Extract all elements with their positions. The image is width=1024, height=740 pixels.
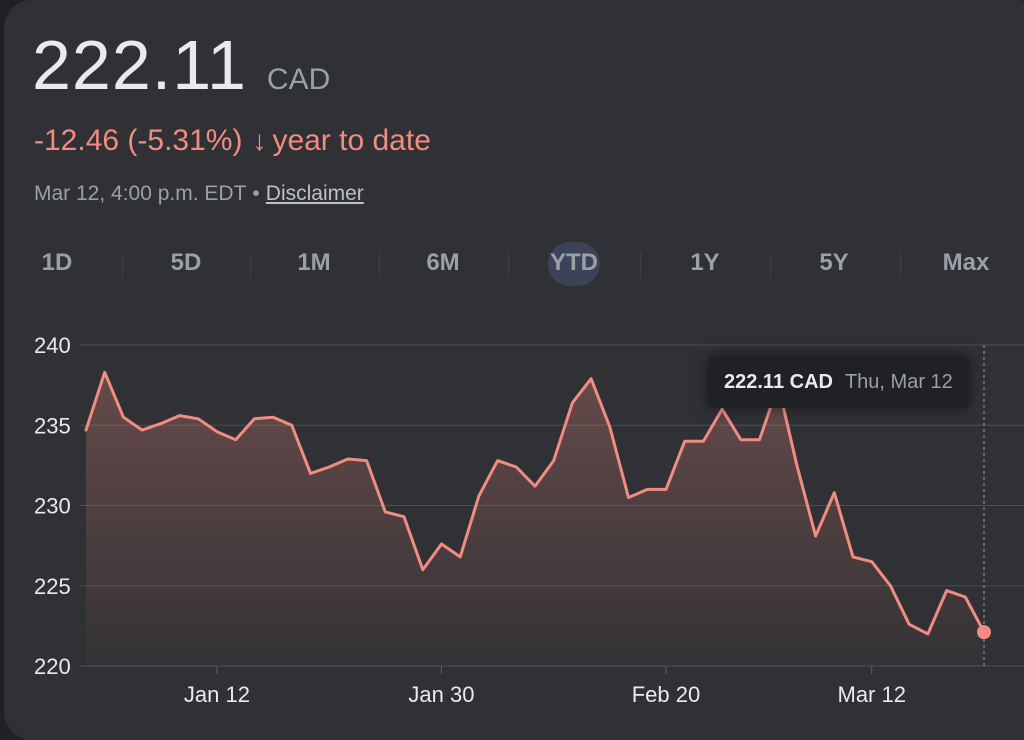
- price-row: 222.11 CAD: [32, 30, 330, 100]
- tab-divider: [122, 252, 123, 278]
- x-tick-label: Jan 12: [184, 682, 250, 707]
- range-tab-1m[interactable]: 1M: [297, 249, 331, 276]
- range-tab-max[interactable]: Max: [942, 249, 990, 276]
- current-point-marker: [977, 625, 991, 640]
- timestamp: Mar 12, 4:00 p.m. EDT: [34, 182, 247, 205]
- tooltip-value: 222.11 CAD: [724, 370, 833, 393]
- current-price: 222.11: [32, 26, 247, 104]
- chart-tooltip: 222.11 CAD Thu, Mar 12: [708, 356, 969, 408]
- tab-divider: [508, 252, 509, 278]
- y-tick-label: 220: [34, 654, 71, 679]
- x-tick-label: Mar 12: [838, 682, 906, 707]
- separator-dot: •: [252, 182, 260, 205]
- range-tab-1y[interactable]: 1Y: [690, 249, 720, 276]
- price-chart[interactable]: 240 235 230 225 220 Jan 12 Jan 30 Feb 20 Mar 12: [0, 300, 1024, 714]
- tab-divider: [250, 252, 251, 278]
- meta-row: Mar 12, 4:00 p.m. EDT • Disclaimer: [34, 182, 364, 206]
- x-tick-label: Jan 30: [408, 682, 474, 707]
- tab-divider: [770, 252, 771, 278]
- x-tick-label: Feb 20: [632, 682, 701, 707]
- currency-label: CAD: [266, 63, 331, 96]
- price-area-fill: [86, 372, 984, 666]
- tab-divider: [379, 252, 380, 278]
- range-tab-6m[interactable]: 6M: [426, 249, 460, 276]
- y-tick-label: 225: [34, 574, 71, 599]
- y-tick-label: 235: [34, 413, 71, 438]
- arrow-down-icon: ↓: [252, 125, 267, 156]
- change-row: -12.46 (-5.31%) ↓ year to date: [34, 124, 431, 158]
- period-label: year to date: [272, 124, 431, 157]
- y-tick-label: 240: [34, 333, 71, 358]
- range-tab-5d[interactable]: 5D: [170, 249, 202, 276]
- range-tab-1d[interactable]: 1D: [41, 249, 73, 276]
- range-tab-5y[interactable]: 5Y: [819, 249, 849, 276]
- range-tabs: 1D 5D 1M 6M YTD 1Y 5Y Max: [0, 236, 1024, 292]
- tab-divider: [900, 252, 901, 278]
- tab-divider: [640, 252, 641, 278]
- price-change: -12.46 (-5.31%): [34, 124, 243, 157]
- price-line: [84, 370, 986, 636]
- range-tab-ytd[interactable]: YTD: [550, 236, 598, 292]
- disclaimer-link[interactable]: Disclaimer: [265, 182, 364, 205]
- tooltip-date: Thu, Mar 12: [844, 370, 953, 393]
- y-tick-label: 230: [34, 494, 71, 519]
